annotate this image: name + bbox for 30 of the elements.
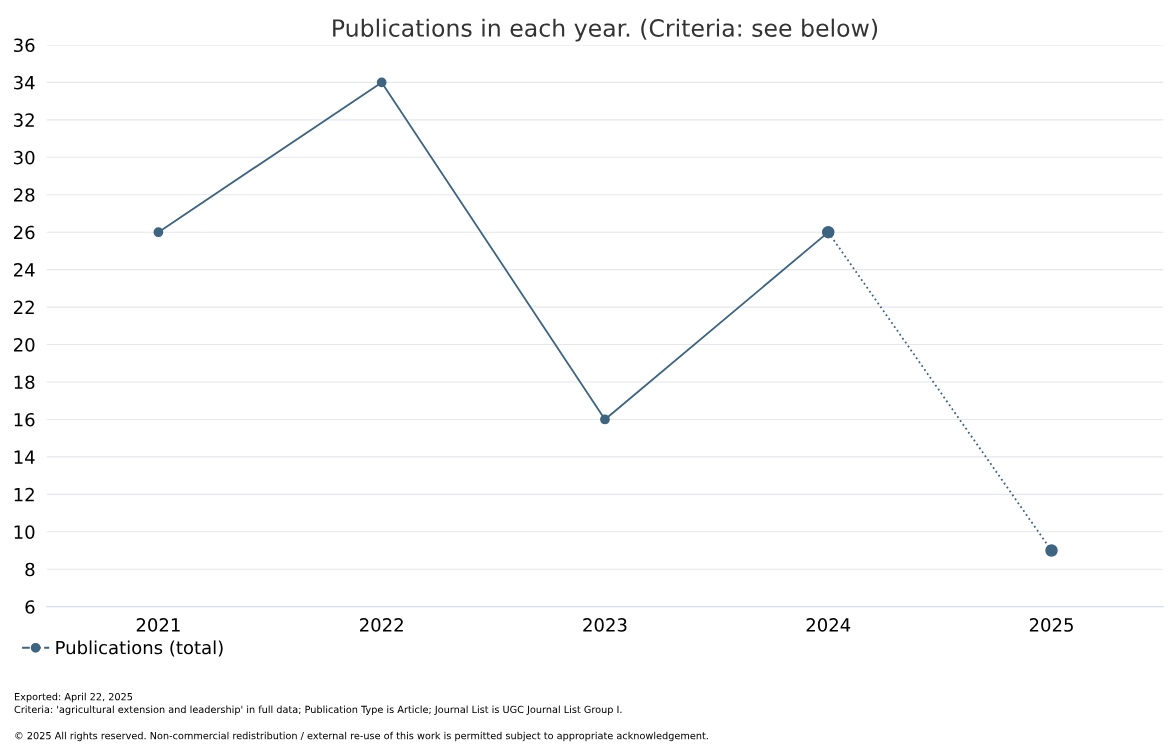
y-tick-label: 14 bbox=[14, 450, 35, 464]
text: Criteria: 'agricultural extension and leadership' in full data; Publication Type is Article; Journal List is UGC Journal List Group I. bbox=[14, 705, 622, 715]
y-tick-label: 16 bbox=[14, 412, 35, 427]
y-tick-label: 22 bbox=[14, 300, 34, 314]
y-tick-label: 24 bbox=[14, 263, 35, 277]
point bbox=[600, 414, 610, 425]
y-tick-label: 26 bbox=[14, 225, 35, 240]
text: © 2025 All rights reserved. Non-commercial redistribution / external re-use of this work is permitted subject to appropriate acknowledgement. bbox=[15, 731, 708, 742]
chart-title: Publications in each year. (Criteria: see below) bbox=[333, 18, 878, 42]
y-tick-label: 6 bbox=[25, 600, 35, 614]
y-tick-label: 28 bbox=[14, 188, 35, 202]
x-tick-label: 2023 bbox=[583, 618, 627, 632]
x-tick-label: 2025 bbox=[1029, 618, 1073, 632]
x-tick-label: 2024 bbox=[806, 618, 851, 632]
y-tick-label: 32 bbox=[14, 113, 34, 127]
text: Exported: April 22, 2025 bbox=[14, 692, 133, 703]
x-tick-label: 2022 bbox=[360, 618, 403, 632]
point bbox=[153, 227, 164, 238]
point bbox=[376, 77, 387, 88]
y-tick-label: 36 bbox=[14, 38, 35, 53]
x-tick-label: 2021 bbox=[136, 618, 180, 632]
point bbox=[1045, 544, 1058, 557]
y-tick-label: 8 bbox=[25, 562, 35, 577]
y-tick-label: 30 bbox=[14, 150, 35, 165]
y-tick-label: 20 bbox=[14, 338, 35, 352]
y-tick-label: 18 bbox=[14, 375, 35, 390]
y-tick-label: 34 bbox=[14, 75, 35, 90]
y-tick-label: 10 bbox=[14, 525, 35, 539]
legend-label: Publications (total) bbox=[56, 640, 223, 657]
y-tick-label: 12 bbox=[14, 487, 34, 502]
